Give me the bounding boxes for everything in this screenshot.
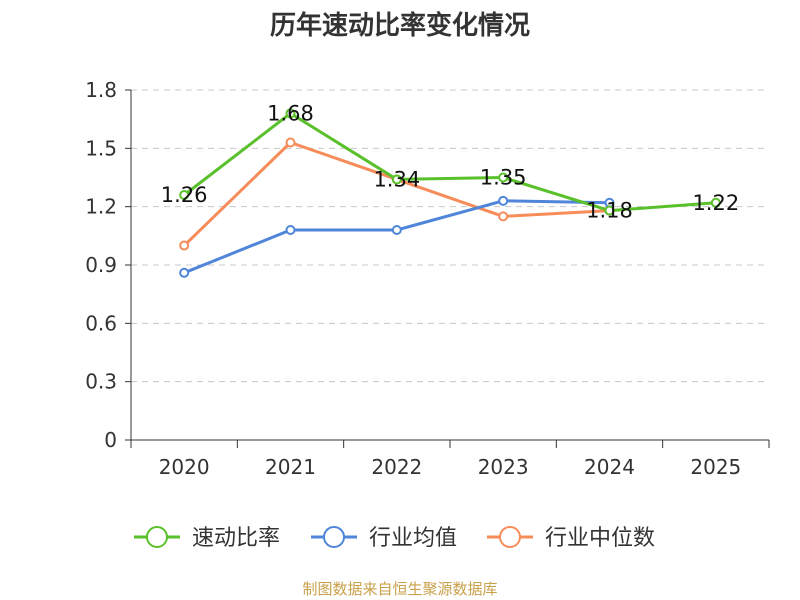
series-line-1 bbox=[183, 111, 716, 213]
y-tick-label: 1.8 bbox=[85, 78, 117, 102]
data-label: 1.34 bbox=[373, 167, 420, 191]
data-point bbox=[498, 211, 509, 222]
data-point bbox=[498, 172, 509, 183]
legend-item-2[interactable]: 行业均值 bbox=[311, 526, 457, 551]
data-label: 1.35 bbox=[480, 166, 527, 190]
data-point bbox=[604, 205, 615, 216]
chart-title: 历年速动比率变化情况 bbox=[270, 10, 530, 41]
x-tick-label: 2024 bbox=[584, 455, 635, 479]
legend[interactable]: 速动比率 行业均值 行业中位数 bbox=[134, 526, 655, 551]
y-axis-ticks: 0 0.3 0.6 0.9 1.2 1.5 1.8 bbox=[85, 78, 117, 452]
axes bbox=[125, 89, 770, 448]
data-labels: 1.26 1.68 1.34 1.35 1.18 1.22 bbox=[161, 101, 739, 222]
data-point bbox=[498, 195, 509, 206]
y-tick-label: 0.3 bbox=[85, 370, 117, 394]
series-points bbox=[179, 108, 721, 278]
data-label: 1.18 bbox=[586, 199, 633, 223]
data-point bbox=[391, 174, 402, 185]
x-tick-label: 2020 bbox=[159, 455, 210, 479]
y-tick-label: 0 bbox=[104, 428, 117, 452]
y-tick-label: 0.6 bbox=[85, 311, 117, 335]
grid bbox=[131, 89, 769, 383]
data-point bbox=[179, 190, 190, 200]
legend-item-3[interactable]: 行业中位数 bbox=[487, 526, 655, 551]
data-point bbox=[179, 267, 190, 278]
data-label: 1.22 bbox=[692, 191, 739, 215]
x-axis-ticks: 2020 2021 2022 2023 2024 2025 bbox=[159, 455, 742, 479]
x-tick-label: 2023 bbox=[478, 455, 529, 479]
x-tick-label: 2022 bbox=[371, 455, 422, 479]
data-point bbox=[285, 225, 296, 235]
legend-marker bbox=[323, 526, 345, 548]
series-lines bbox=[183, 111, 716, 275]
legend-label: 行业均值 bbox=[369, 526, 457, 551]
y-tick-label: 1.5 bbox=[85, 136, 117, 160]
data-point bbox=[285, 108, 296, 119]
legend-label: 行业中位数 bbox=[545, 526, 655, 551]
data-point bbox=[285, 137, 296, 148]
legend-item-1[interactable]: 速动比率 bbox=[134, 526, 280, 551]
x-tick-label: 2025 bbox=[690, 455, 741, 479]
x-tick-label: 2021 bbox=[265, 455, 316, 479]
legend-label: 速动比率 bbox=[192, 526, 280, 551]
data-point bbox=[710, 197, 721, 208]
y-tick-label: 1.2 bbox=[85, 195, 117, 219]
source-note: 制图数据来自恒生聚源数据库 bbox=[302, 580, 497, 598]
data-label: 1.26 bbox=[161, 183, 208, 207]
data-point bbox=[391, 225, 402, 235]
series-line-2 bbox=[183, 199, 610, 275]
legend-marker bbox=[499, 526, 521, 548]
legend-marker bbox=[146, 526, 168, 548]
data-label: 1.68 bbox=[267, 101, 314, 125]
data-point bbox=[179, 240, 190, 251]
y-tick-label: 0.9 bbox=[85, 253, 117, 277]
